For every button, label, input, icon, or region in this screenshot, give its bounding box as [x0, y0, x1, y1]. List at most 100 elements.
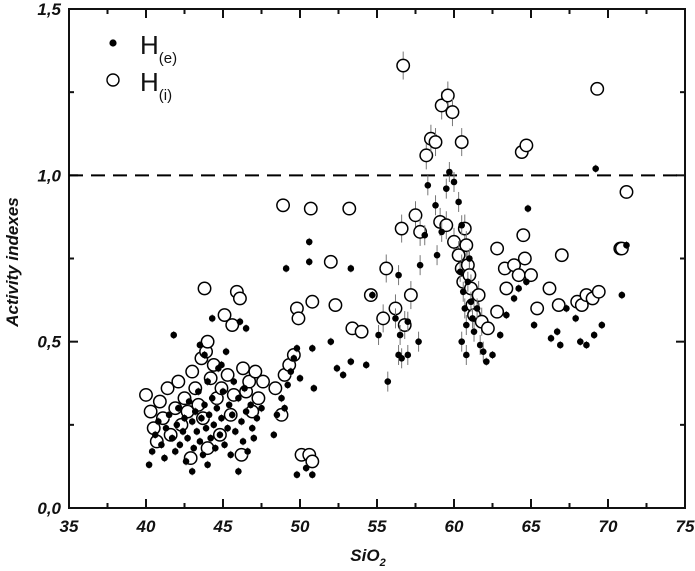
- axis-tick-labels: 35 40 45 50 55 60 65 70 75 0,0 0,5 1,0 1,5: [37, 0, 695, 536]
- data-point-h-e: [250, 434, 258, 442]
- data-point-h-e: [284, 381, 291, 389]
- data-point-h-e: [182, 458, 190, 465]
- data-point-h-i: [454, 135, 469, 150]
- data-point-h-e: [464, 278, 472, 286]
- data-point-h-e: [184, 434, 191, 442]
- data-point-h-i: [220, 367, 235, 382]
- data-point-h-e: [213, 404, 221, 412]
- data-point-h-e: [208, 394, 216, 402]
- data-point-h-i: [197, 281, 212, 296]
- data-point-h-e: [278, 394, 285, 402]
- data-point-h-e: [576, 338, 584, 345]
- data-point-h-i: [232, 291, 247, 306]
- data-point-h-i: [590, 81, 605, 96]
- data-point-h-e: [309, 471, 316, 479]
- x-tick-label: 70: [599, 517, 618, 536]
- data-point-h-e: [547, 335, 555, 342]
- data-point-h-i: [554, 248, 569, 263]
- data-point-h-e: [196, 341, 204, 349]
- data-point-h-e: [225, 401, 233, 409]
- data-point-h-e: [148, 448, 156, 455]
- data-point-h-e: [598, 321, 606, 329]
- data-point-h-i: [376, 311, 391, 326]
- data-point-h-e: [287, 368, 295, 375]
- data-point-h-e: [618, 291, 626, 299]
- data-point-h-e: [424, 182, 432, 189]
- data-point-h-e: [185, 398, 193, 405]
- data-point-h-i: [499, 281, 514, 296]
- data-point-h-e: [273, 411, 281, 419]
- data-point-h-e: [583, 341, 590, 349]
- data-point-h-i: [379, 261, 394, 276]
- data-point-h-e: [258, 404, 265, 412]
- data-point-h-e: [282, 265, 290, 272]
- data-point-h-e: [162, 424, 170, 432]
- legend-label-h-i: H(i): [140, 67, 172, 104]
- data-point-h-e: [239, 438, 247, 445]
- data-point-h-i: [256, 374, 270, 389]
- data-point-h-e: [188, 418, 196, 425]
- data-point-h-e: [235, 468, 242, 475]
- data-point-h-i: [236, 361, 250, 376]
- data-point-h-i: [305, 294, 320, 309]
- data-point-h-e: [556, 341, 564, 349]
- data-point-h-e: [195, 388, 202, 395]
- data-point-h-e: [218, 414, 225, 422]
- data-point-h-e: [467, 298, 475, 306]
- data-point-h-i: [447, 234, 461, 249]
- y-axis-title: Activity indexes: [3, 197, 22, 327]
- data-point-h-e: [524, 205, 532, 212]
- legend: H(e) H(i): [106, 30, 177, 104]
- data-point-h-e: [433, 251, 441, 259]
- data-point-h-e: [170, 331, 178, 339]
- data-point-h-e: [333, 364, 341, 372]
- data-point-h-e: [241, 384, 248, 392]
- data-point-h-e: [456, 268, 464, 276]
- data-point-h-e: [461, 305, 469, 312]
- data-point-h-e: [207, 434, 214, 442]
- data-point-h-e: [310, 384, 318, 392]
- data-point-h-e: [347, 358, 355, 365]
- y-tick-label: 1,0: [37, 166, 61, 185]
- data-point-h-e: [416, 261, 424, 269]
- data-point-h-e: [592, 165, 599, 172]
- data-point-h-e: [216, 431, 224, 439]
- data-point-h-e: [473, 305, 481, 312]
- data-point-h-i: [403, 288, 418, 303]
- data-point-h-e: [305, 238, 313, 246]
- data-point-h-e: [463, 321, 470, 329]
- data-point-h-e: [270, 431, 278, 439]
- series-h-e-points: [145, 162, 630, 479]
- data-point-h-e: [145, 461, 153, 469]
- data-point-h-e: [479, 348, 487, 355]
- data-point-h-e: [232, 428, 239, 435]
- data-point-h-i: [542, 281, 557, 296]
- data-point-h-i: [354, 324, 369, 339]
- data-point-h-e: [281, 404, 288, 412]
- data-point-h-e: [242, 408, 250, 415]
- data-point-h-e: [476, 341, 484, 349]
- data-point-h-e: [244, 448, 251, 455]
- x-tick-label: 45: [213, 517, 233, 536]
- data-point-h-e: [450, 178, 458, 186]
- data-point-h-i: [268, 381, 283, 396]
- data-point-h-e: [202, 424, 210, 432]
- data-point-h-e: [181, 414, 188, 422]
- data-point-h-e: [168, 434, 176, 442]
- data-point-h-i: [440, 88, 455, 103]
- data-point-h-e: [458, 221, 466, 229]
- data-point-h-i: [152, 394, 167, 409]
- data-point-h-e: [151, 431, 159, 439]
- x-tick-label: 50: [291, 517, 310, 536]
- data-point-h-i: [143, 404, 158, 419]
- data-point-h-i: [619, 185, 634, 199]
- data-point-h-i: [459, 238, 474, 253]
- data-point-h-i: [530, 301, 545, 316]
- data-point-h-e: [171, 448, 179, 455]
- data-point-h-e: [305, 258, 313, 266]
- data-point-h-e: [193, 428, 201, 435]
- data-point-h-e: [421, 231, 429, 239]
- data-point-h-i: [551, 298, 566, 313]
- data-point-h-i: [200, 334, 215, 349]
- data-point-h-e: [222, 348, 230, 355]
